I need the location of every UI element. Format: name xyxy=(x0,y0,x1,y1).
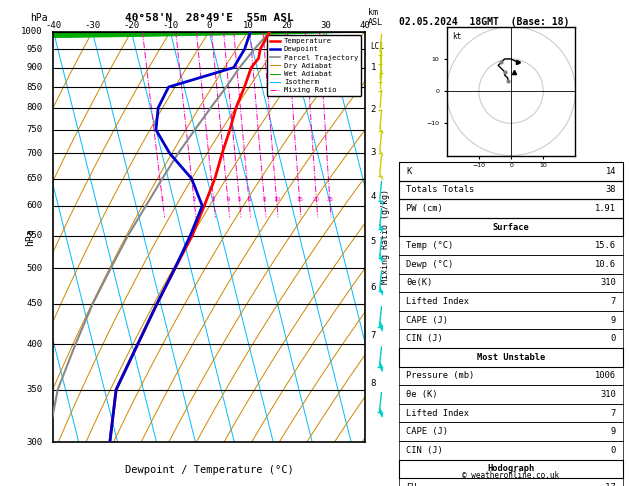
Text: 40: 40 xyxy=(359,21,370,30)
Text: 1000: 1000 xyxy=(21,27,43,36)
Legend: Temperature, Dewpoint, Parcel Trajectory, Dry Adiabat, Wet Adiabat, Isotherm, Mi: Temperature, Dewpoint, Parcel Trajectory… xyxy=(267,35,361,96)
Text: 350: 350 xyxy=(26,385,43,394)
Text: Totals Totals: Totals Totals xyxy=(406,185,474,194)
Text: 40°58'N  28°49'E  55m ASL: 40°58'N 28°49'E 55m ASL xyxy=(125,14,294,23)
Text: θe (K): θe (K) xyxy=(406,390,438,399)
Text: θe(K): θe(K) xyxy=(406,278,432,287)
Text: 38: 38 xyxy=(606,185,616,194)
Text: CIN (J): CIN (J) xyxy=(406,446,443,455)
Text: 15.6: 15.6 xyxy=(595,241,616,250)
Text: Mixing Ratio (g/kg): Mixing Ratio (g/kg) xyxy=(381,190,389,284)
Text: 1.91: 1.91 xyxy=(595,204,616,213)
Text: kt: kt xyxy=(452,32,461,41)
Text: 0: 0 xyxy=(611,446,616,455)
Text: 30: 30 xyxy=(321,21,331,30)
Text: 5: 5 xyxy=(370,237,376,245)
Text: 1: 1 xyxy=(161,197,164,202)
Text: 310: 310 xyxy=(600,390,616,399)
Text: CAPE (J): CAPE (J) xyxy=(406,427,448,436)
Text: 4: 4 xyxy=(226,197,230,202)
Text: 3: 3 xyxy=(212,197,215,202)
Text: 950: 950 xyxy=(26,45,43,53)
Text: Pressure (mb): Pressure (mb) xyxy=(406,371,474,381)
Text: 10.6: 10.6 xyxy=(595,260,616,269)
Text: © weatheronline.co.uk: © weatheronline.co.uk xyxy=(462,471,559,480)
Text: Temp (°C): Temp (°C) xyxy=(406,241,454,250)
Text: 7: 7 xyxy=(611,409,616,417)
Text: CAPE (J): CAPE (J) xyxy=(406,315,448,325)
Text: 3: 3 xyxy=(370,148,376,157)
Text: 850: 850 xyxy=(26,83,43,91)
Text: 600: 600 xyxy=(26,201,43,210)
Text: Lifted Index: Lifted Index xyxy=(406,297,469,306)
Text: Hodograph: Hodograph xyxy=(487,465,535,473)
Text: 10: 10 xyxy=(243,21,253,30)
Text: -40: -40 xyxy=(45,21,62,30)
Text: Most Unstable: Most Unstable xyxy=(477,353,545,362)
Text: 5: 5 xyxy=(238,197,241,202)
Text: 310: 310 xyxy=(600,278,616,287)
Text: 0: 0 xyxy=(206,21,212,30)
Text: 1006: 1006 xyxy=(595,371,616,381)
Text: EH: EH xyxy=(406,483,416,486)
Text: 450: 450 xyxy=(26,299,43,309)
Text: 9: 9 xyxy=(611,427,616,436)
Text: 700: 700 xyxy=(26,149,43,158)
Text: 2: 2 xyxy=(192,197,196,202)
Text: -17: -17 xyxy=(600,483,616,486)
Text: 0: 0 xyxy=(611,334,616,343)
Text: hPa: hPa xyxy=(25,228,35,246)
Text: PW (cm): PW (cm) xyxy=(406,204,443,213)
Text: 15: 15 xyxy=(296,197,303,202)
Text: 6: 6 xyxy=(247,197,251,202)
Text: 500: 500 xyxy=(26,263,43,273)
Text: 800: 800 xyxy=(26,103,43,112)
Text: 7: 7 xyxy=(611,297,616,306)
Text: 750: 750 xyxy=(26,125,43,134)
Text: 02.05.2024  18GMT  (Base: 18): 02.05.2024 18GMT (Base: 18) xyxy=(399,17,570,27)
Text: LCL: LCL xyxy=(370,42,384,51)
Text: 20: 20 xyxy=(282,21,292,30)
Text: Dewp (°C): Dewp (°C) xyxy=(406,260,454,269)
Text: 900: 900 xyxy=(26,63,43,72)
Text: K: K xyxy=(406,167,411,176)
Text: 550: 550 xyxy=(26,231,43,240)
Text: -20: -20 xyxy=(123,21,140,30)
Text: 650: 650 xyxy=(26,174,43,183)
Text: hPa: hPa xyxy=(30,14,48,23)
Text: 20: 20 xyxy=(313,197,320,202)
Text: 400: 400 xyxy=(26,340,43,348)
Text: km
ASL: km ASL xyxy=(368,8,383,28)
Text: -30: -30 xyxy=(84,21,101,30)
Text: 25: 25 xyxy=(326,197,333,202)
Text: -10: -10 xyxy=(162,21,178,30)
Text: CIN (J): CIN (J) xyxy=(406,334,443,343)
Text: 10: 10 xyxy=(273,197,280,202)
Text: 7: 7 xyxy=(370,331,376,340)
Text: Surface: Surface xyxy=(493,223,530,232)
Text: 9: 9 xyxy=(611,315,616,325)
Text: 2: 2 xyxy=(370,105,376,114)
Text: 14: 14 xyxy=(606,167,616,176)
Text: Lifted Index: Lifted Index xyxy=(406,409,469,417)
Text: 6: 6 xyxy=(370,283,376,292)
Text: 300: 300 xyxy=(26,438,43,447)
Text: 1: 1 xyxy=(370,63,376,72)
Text: 4: 4 xyxy=(370,192,376,201)
Text: 8: 8 xyxy=(370,380,376,388)
Text: Dewpoint / Temperature (°C): Dewpoint / Temperature (°C) xyxy=(125,465,294,475)
Text: 8: 8 xyxy=(262,197,266,202)
